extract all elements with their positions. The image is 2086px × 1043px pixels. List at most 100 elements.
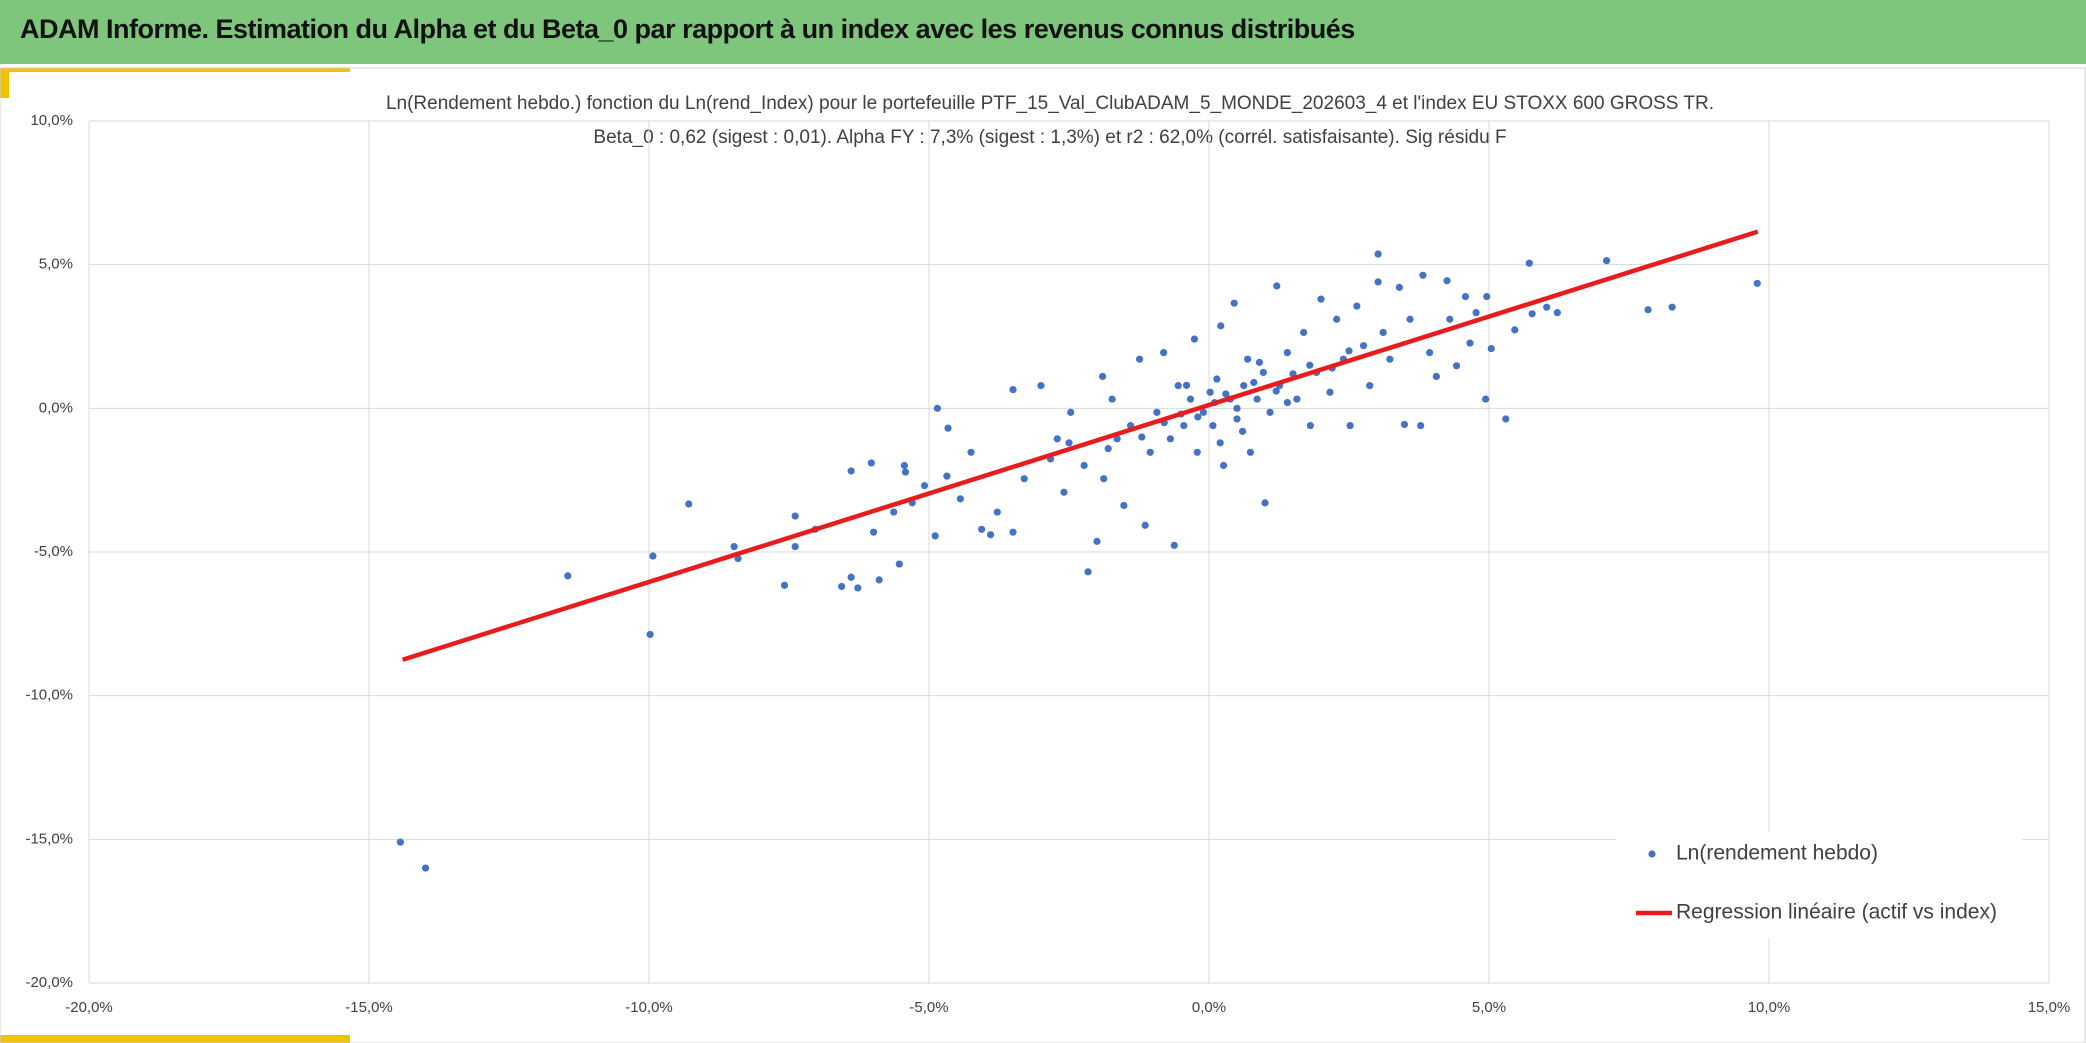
point: [1446, 315, 1454, 323]
x-tick-label: -5,0%: [909, 999, 948, 1016]
point: [1239, 427, 1247, 435]
point: [396, 838, 404, 846]
point: [1487, 344, 1495, 353]
x-tick-label: 5,0%: [1472, 999, 1506, 1016]
point: [734, 555, 742, 563]
point: [933, 404, 942, 412]
point: [1432, 372, 1440, 381]
y-tick-label: -10,0%: [25, 687, 73, 704]
legend-box: [1616, 832, 2022, 938]
point: [875, 576, 883, 584]
header-title: ADAM Informe. Estimation du Alpha et du …: [20, 14, 1355, 44]
point: [1222, 390, 1230, 398]
point: [838, 582, 846, 591]
point: [1306, 361, 1314, 369]
point: [685, 500, 693, 508]
point: [956, 495, 964, 503]
point: [920, 482, 929, 490]
point: [1216, 439, 1224, 447]
point: [1511, 326, 1519, 334]
point: [1009, 528, 1017, 536]
point: [1244, 355, 1252, 363]
point: [1317, 295, 1325, 303]
point: [1483, 292, 1491, 301]
point: [1266, 408, 1274, 416]
point: [564, 572, 572, 580]
point: [1502, 415, 1510, 423]
y-tick-label: -15,0%: [25, 830, 73, 847]
point: [1213, 375, 1221, 383]
point: [1333, 315, 1341, 323]
point: [1146, 448, 1154, 456]
x-tick-label: 10,0%: [1748, 999, 1791, 1016]
point: [1753, 279, 1761, 287]
point: [1193, 448, 1201, 456]
point: [1230, 299, 1238, 307]
point: [847, 467, 855, 475]
point: [1255, 358, 1263, 366]
point: [1190, 335, 1199, 343]
point: [1233, 404, 1241, 412]
point: [1366, 382, 1374, 390]
point: [1037, 382, 1045, 390]
point: [1194, 413, 1202, 421]
point: [1379, 328, 1387, 337]
point: [1603, 257, 1611, 265]
point: [1170, 541, 1178, 549]
legend-label: Ln(rendement hebdo): [1676, 842, 1878, 865]
point: [1528, 310, 1536, 318]
point: [978, 525, 986, 533]
point: [1113, 435, 1121, 443]
point: [1138, 433, 1146, 441]
point: [854, 584, 862, 592]
point: [1306, 421, 1314, 430]
point: [943, 472, 951, 480]
point: [1419, 271, 1427, 279]
point: [1206, 388, 1214, 396]
point: [1080, 461, 1088, 470]
point: [1250, 378, 1258, 387]
legend-marker: [1648, 850, 1656, 858]
x-tick-label: 15,0%: [2028, 999, 2071, 1016]
point: [900, 461, 908, 470]
point: [1353, 302, 1361, 310]
point: [791, 542, 799, 551]
point: [987, 531, 995, 539]
point: [1135, 355, 1144, 363]
point: [993, 508, 1001, 516]
point: [1166, 435, 1174, 443]
point: [1141, 521, 1149, 529]
point: [931, 532, 939, 540]
legend-label: Regression linéaire (actif vs index): [1676, 901, 1997, 924]
y-tick-label: -20,0%: [25, 974, 73, 991]
point: [1386, 355, 1394, 363]
chart-title: Ln(Rendement hebdo.) fonction du Ln(rend…: [386, 93, 1714, 114]
y-tick-label: -5,0%: [34, 543, 73, 560]
point: [1093, 537, 1101, 545]
point: [1100, 475, 1108, 483]
point: [1326, 388, 1334, 396]
point: [1668, 303, 1676, 311]
point: [1259, 368, 1267, 377]
header-bar: ADAM Informe. Estimation du Alpha et du …: [0, 0, 2086, 64]
point: [1543, 303, 1551, 311]
point: [1346, 421, 1354, 430]
point: [1084, 568, 1092, 576]
point: [1345, 347, 1353, 355]
point: [1153, 408, 1161, 416]
point: [1443, 277, 1451, 285]
point: [780, 581, 789, 589]
x-tick-label: -20,0%: [65, 999, 113, 1016]
y-tick-label: 5,0%: [39, 256, 73, 273]
point: [1273, 282, 1281, 290]
point: [1272, 387, 1280, 395]
point: [421, 864, 430, 872]
x-tick-label: -15,0%: [345, 999, 393, 1016]
point: [1553, 309, 1561, 317]
point: [1472, 309, 1480, 317]
y-tick-label: 10,0%: [30, 112, 73, 129]
point: [730, 542, 738, 551]
y-tick-label: 0,0%: [39, 399, 73, 416]
point: [1053, 435, 1061, 443]
point: [1009, 386, 1017, 394]
